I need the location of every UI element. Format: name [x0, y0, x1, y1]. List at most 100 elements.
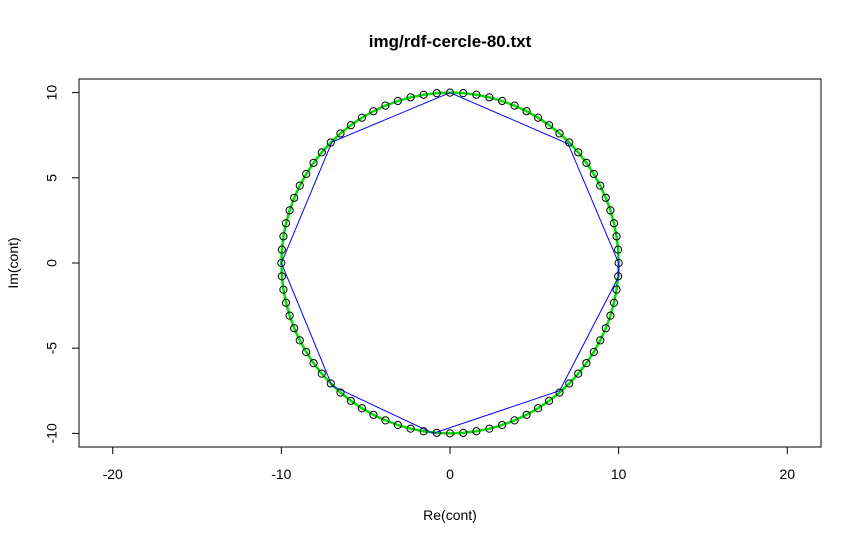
data-point [302, 169, 311, 179]
data-point [582, 359, 591, 368]
data-point [346, 121, 355, 130]
data-point [596, 336, 605, 345]
data-point [614, 245, 623, 254]
data-point [302, 347, 311, 357]
data-point [606, 206, 615, 215]
x-tick-label: 10 [611, 466, 627, 482]
data-point [612, 232, 621, 241]
y-tick-label: -5 [44, 342, 60, 355]
data-point [555, 129, 564, 138]
data-point [419, 90, 428, 99]
data-point [609, 298, 619, 307]
data-point [614, 258, 623, 268]
data-point [510, 416, 519, 425]
data-point [445, 88, 455, 97]
data-point [381, 416, 390, 425]
data-point [606, 311, 615, 320]
series-points [277, 88, 623, 438]
data-point [336, 129, 345, 138]
data-point [498, 96, 507, 106]
data-point [295, 181, 304, 190]
chart-title: img/rdf-cercle-80.txt [369, 32, 532, 51]
y-tick-label: 10 [44, 85, 60, 101]
data-point [281, 298, 291, 307]
data-point [406, 424, 415, 433]
series-polygon [280, 92, 620, 434]
data-point [565, 138, 574, 147]
data-point [601, 193, 610, 202]
data-point [574, 148, 583, 157]
data-point [277, 272, 286, 281]
data-point [279, 285, 288, 294]
data-point [445, 429, 455, 438]
data-point [419, 427, 428, 436]
data-point [459, 428, 468, 437]
data-point [406, 93, 415, 102]
data-point [589, 347, 598, 357]
data-point [295, 336, 304, 345]
data-point [285, 206, 294, 215]
data-point [357, 113, 366, 122]
data-point [510, 101, 519, 110]
data-point [317, 148, 326, 157]
plot-frame [78, 78, 822, 448]
polygon-line [280, 92, 620, 434]
data-point [290, 324, 299, 333]
data-point [582, 158, 591, 167]
x-axis-label: Re(cont) [423, 507, 477, 523]
data-point [534, 404, 543, 413]
data-point [393, 96, 402, 106]
data-point [277, 258, 286, 268]
data-point [285, 311, 294, 320]
data-point [459, 89, 468, 98]
data-point [498, 420, 507, 430]
data-point [609, 219, 619, 228]
x-tick-label: -20 [103, 466, 123, 482]
x-tick-label: -10 [271, 466, 291, 482]
data-point [357, 404, 366, 413]
data-point [545, 396, 554, 405]
data-point [309, 359, 318, 368]
data-point [565, 379, 574, 388]
data-point [601, 324, 610, 333]
data-point [393, 420, 402, 430]
y-tick-label: 5 [44, 174, 60, 182]
data-point [309, 158, 318, 167]
data-point [596, 181, 605, 190]
data-point [279, 232, 288, 241]
y-tick-label: -10 [44, 423, 60, 443]
data-point [346, 396, 355, 405]
data-point [290, 193, 299, 202]
x-tick-label: 20 [779, 466, 795, 482]
data-point [326, 379, 335, 388]
data-point [555, 388, 564, 397]
data-point [614, 272, 623, 281]
data-point [432, 89, 441, 98]
data-point [326, 138, 335, 147]
data-point [485, 424, 494, 433]
data-point [612, 285, 621, 294]
data-point [336, 388, 345, 397]
data-point [472, 427, 481, 436]
data-point [574, 369, 583, 378]
y-axis: -10 -5 0 5 10 [44, 85, 80, 443]
data-point [277, 245, 286, 254]
data-point [369, 410, 378, 419]
x-axis: -20 -10 0 10 20 [103, 446, 795, 482]
data-point [545, 121, 554, 130]
y-tick-label: 0 [44, 259, 60, 267]
y-axis-label: Im(cont) [5, 237, 21, 288]
data-point [589, 169, 598, 179]
data-point [522, 410, 531, 419]
data-point [534, 113, 543, 122]
x-tick-label: 0 [446, 466, 454, 482]
data-point [472, 90, 481, 99]
data-point [522, 107, 531, 116]
data-point [432, 428, 441, 437]
data-point [485, 93, 494, 102]
data-point [281, 219, 291, 228]
data-point [317, 369, 326, 378]
data-point [381, 101, 390, 110]
data-point [369, 107, 378, 116]
